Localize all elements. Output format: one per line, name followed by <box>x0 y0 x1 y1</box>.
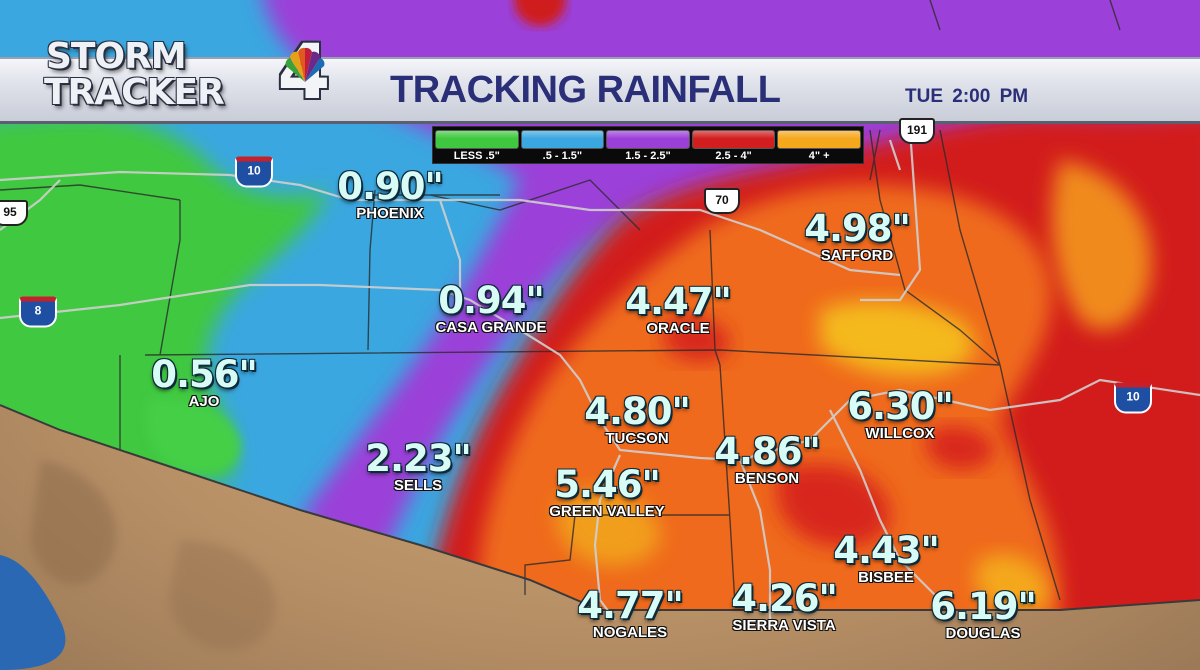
legend-label: .5 - 1.5" <box>542 150 583 162</box>
city-label-nogales: 4.77" NOGALES <box>577 584 684 641</box>
graphic-timestamp: TUE 2:00 PM <box>905 86 1029 107</box>
county-lines <box>0 0 1121 606</box>
interstate-8-shield: 8 <box>19 296 57 328</box>
legend-swatch <box>520 130 605 149</box>
rain-band-yellow <box>556 491 661 566</box>
city-name: NOGALES <box>592 624 668 641</box>
rainfall-legend: LESS .5" .5 - 1.5" 1.5 - 2.5" 2.5 - 4" 4" + <box>432 126 864 164</box>
city-name: WILLCOX <box>865 425 935 442</box>
city-label-green-valley: 5.46" GREEN VALLEY <box>549 466 665 520</box>
rain-band-green <box>0 114 330 480</box>
rain-band-red <box>776 464 891 547</box>
us-70-shield: 70 <box>704 188 740 214</box>
rainfall-value: 0.90" <box>337 165 444 208</box>
city-name: SIERRA VISTA <box>732 617 836 634</box>
city-name: TUCSON <box>605 430 669 447</box>
rainfall-value: 4.43" <box>833 529 940 572</box>
city-name: SAFFORD <box>820 247 894 264</box>
rainfall-value: 4.98" <box>804 207 911 250</box>
legend-swatch <box>777 130 861 149</box>
highway-lines <box>0 129 1200 621</box>
city-name: BISBEE <box>858 569 914 586</box>
legend-item: 4" + <box>777 130 861 163</box>
gulf-water <box>0 555 66 670</box>
graphic-title: TRACKING RAINFALL <box>390 69 781 111</box>
rain-band-yellow <box>974 554 1050 610</box>
rainfall-value: 0.94" <box>438 279 545 322</box>
interstate-10-west-shield: 10 <box>235 156 273 188</box>
rainfall-value: 2.23" <box>365 437 472 480</box>
city-label-casa-grande: 0.94" CASA GRANDE <box>435 282 546 336</box>
rainfall-value: 6.30" <box>847 385 954 428</box>
city-label-safford: 4.98" SAFFORD <box>804 207 911 264</box>
legend-swatch <box>435 130 519 149</box>
legend-item: .5 - 1.5" <box>520 130 605 163</box>
city-name: AJO <box>188 393 220 410</box>
international-border <box>0 404 1200 611</box>
logo-word-tracker: TRACKER <box>44 72 225 113</box>
storm-tracker-logo: STORM TRACKER 4 <box>42 34 372 116</box>
legend-label: LESS .5" <box>453 150 500 162</box>
peacock-icon <box>285 47 325 82</box>
header-bar <box>0 57 1200 124</box>
rainfall-value: 4.86" <box>714 430 821 473</box>
rainfall-value: 4.47" <box>625 280 732 323</box>
legend-swatch <box>606 130 690 149</box>
legend-label: 1.5 - 2.5" <box>625 150 671 162</box>
city-name: SELLS <box>393 477 443 494</box>
legend-swatch <box>691 130 776 149</box>
city-name: BENSON <box>734 470 800 487</box>
rain-band-orange <box>1051 160 1152 330</box>
rainfall-value: 0.56" <box>151 353 258 396</box>
city-name: CASA GRANDE <box>435 319 547 336</box>
legend-label: 4" + <box>808 150 830 162</box>
city-label-phoenix: 0.90" PHOENIX <box>337 165 444 222</box>
legend-item: 2.5 - 4" <box>691 130 776 163</box>
us-191-shield: 191 <box>899 118 935 144</box>
terrain-shade <box>168 540 276 651</box>
rainfall-value: 4.26" <box>731 577 838 620</box>
city-name: PHOENIX <box>356 205 424 222</box>
city-label-oracle: 4.47" ORACLE <box>625 280 732 337</box>
city-label-douglas: 6.19" DOUGLAS <box>930 585 1037 642</box>
city-name: ORACLE <box>646 320 710 337</box>
legend-item: LESS .5" <box>435 130 519 163</box>
legend-label: 2.5 - 4" <box>715 150 752 162</box>
city-label-ajo: 0.56" AJO <box>151 353 258 410</box>
route-95-shield: 95 <box>0 200 28 226</box>
city-label-tucson: 4.80" TUCSON <box>584 390 691 447</box>
city-label-bisbee: 4.43" BISBEE <box>833 529 940 586</box>
city-label-willcox: 6.30" WILLCOX <box>847 385 954 442</box>
city-label-sells: 2.23" SELLS <box>365 437 472 494</box>
rainfall-value: 5.46" <box>554 463 661 506</box>
rain-band-green <box>146 399 241 474</box>
rainfall-value: 4.80" <box>584 390 691 433</box>
logo-word-storm: STORM <box>46 36 187 77</box>
terrain-shade <box>30 460 117 585</box>
rainfall-value: 6.19" <box>930 585 1037 628</box>
interstate-10-east-shield: 10 <box>1114 382 1152 414</box>
rainfall-value: 4.77" <box>577 584 684 627</box>
city-label-benson: 4.86" BENSON <box>714 430 821 487</box>
city-name: GREEN VALLEY <box>549 503 665 520</box>
rain-cell <box>514 0 566 26</box>
rain-band-red <box>925 426 995 470</box>
legend-item: 1.5 - 2.5" <box>606 130 690 163</box>
city-name: DOUGLAS <box>945 625 1021 642</box>
city-label-sierra-vista: 4.26" SIERRA VISTA <box>731 577 838 634</box>
